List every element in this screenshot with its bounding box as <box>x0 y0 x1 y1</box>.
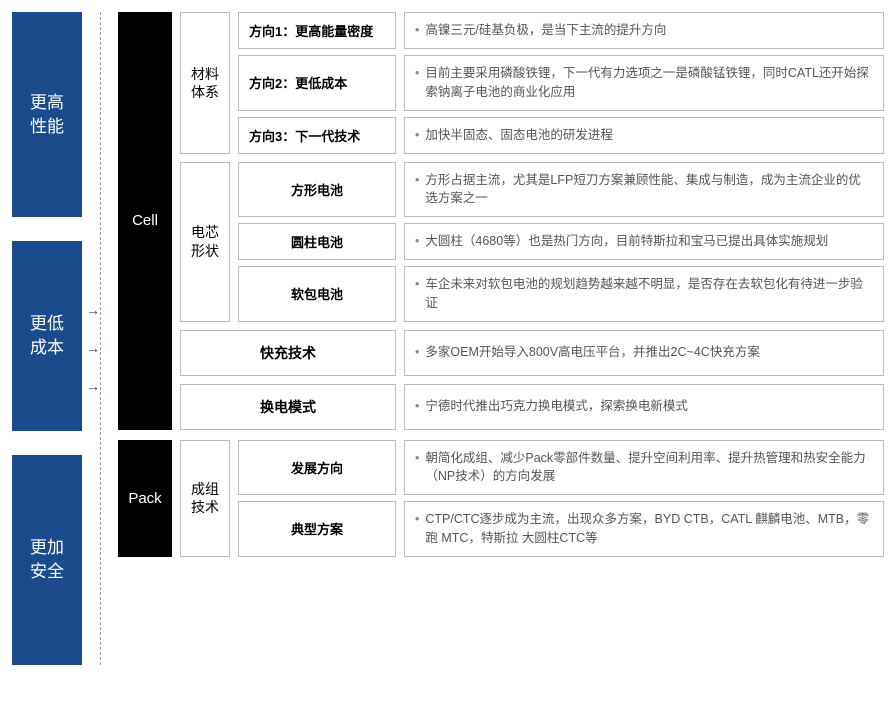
goal-text-line1: 更高 <box>30 91 64 115</box>
goal-text-line2: 性能 <box>30 115 64 139</box>
row-title: 换电模式 <box>180 384 396 430</box>
goal-higher-performance: 更高 性能 <box>12 12 82 217</box>
row-title: 方向2：更低成本 <box>238 55 396 111</box>
row: 方形电池 方形占据主流，尤其是LFP短刀方案兼顾性能、集成与制造，成为主流企业的… <box>238 162 884 218</box>
row-desc: 朝简化成组、减少Pack零部件数量、提升空间利用率、提升热管理和热安全能力（NP… <box>404 440 884 496</box>
group-body: 方向1：更高能量密度 高镍三元/硅基负极，是当下主流的提升方向 方向2：更低成本… <box>238 12 884 154</box>
row-desc: 方形占据主流，尤其是LFP短刀方案兼顾性能、集成与制造，成为主流企业的优选方案之… <box>404 162 884 218</box>
arrow-group: → → → <box>86 302 100 394</box>
row: 发展方向 朝简化成组、减少Pack零部件数量、提升空间利用率、提升热管理和热安全… <box>238 440 884 496</box>
row-desc: 大圆柱（4680等）也是热门方向，目前特斯拉和宝马已提出具体实施规划 <box>404 223 884 260</box>
row-title: 典型方案 <box>238 501 396 557</box>
section-pack: Pack 成组 技术 发展方向 朝简化成组、减少Pack零部件数量、提升空间利用… <box>118 440 884 557</box>
group-pack-tech: 成组 技术 发展方向 朝简化成组、减少Pack零部件数量、提升空间利用率、提升热… <box>180 440 884 557</box>
goal-text-line1: 更加 <box>30 536 64 560</box>
left-goals-column: 更高 性能 更低 成本 更加 安全 <box>12 12 82 665</box>
section-label-cell: Cell <box>118 12 172 430</box>
main-content-column: Cell 材料 体系 方向1：更高能量密度 高镍三元/硅基负极，是当下主流的提升… <box>118 12 884 665</box>
row: 方向2：更低成本 目前主要采用磷酸铁锂，下一代有力选项之一是磷酸锰铁锂，同时CA… <box>238 55 884 111</box>
section-label-pack: Pack <box>118 440 172 557</box>
arrow-right-icon: → <box>86 378 100 394</box>
row-desc: CTP/CTC逐步成为主流，出现众多方案，BYD CTB，CATL 麒麟电池、M… <box>404 501 884 557</box>
group-material-system: 材料 体系 方向1：更高能量密度 高镍三元/硅基负极，是当下主流的提升方向 方向… <box>180 12 884 154</box>
group-label: 成组 技术 <box>180 440 230 557</box>
section-body: 成组 技术 发展方向 朝简化成组、减少Pack零部件数量、提升空间利用率、提升热… <box>180 440 884 557</box>
row: 方向1：更高能量密度 高镍三元/硅基负极，是当下主流的提升方向 <box>238 12 884 49</box>
goal-more-safety: 更加 安全 <box>12 455 82 665</box>
group-label: 材料 体系 <box>180 12 230 154</box>
row-title: 发展方向 <box>238 440 396 496</box>
row: 方向3：下一代技术 加快半固态、固态电池的研发进程 <box>238 117 884 154</box>
goal-text-line1: 更低 <box>30 312 64 336</box>
dashed-divider <box>100 12 101 665</box>
goal-lower-cost: 更低 成本 <box>12 241 82 431</box>
battery-tech-diagram: 更高 性能 更低 成本 更加 安全 → → → Cell <box>12 12 884 665</box>
section-body: 材料 体系 方向1：更高能量密度 高镍三元/硅基负极，是当下主流的提升方向 方向… <box>180 12 884 430</box>
arrow-right-icon: → <box>86 302 100 318</box>
arrow-right-icon: → <box>86 340 100 356</box>
section-cell: Cell 材料 体系 方向1：更高能量密度 高镍三元/硅基负极，是当下主流的提升… <box>118 12 884 430</box>
row: 软包电池 车企未来对软包电池的规划趋势越来越不明显，是否存在去软包化有待进一步验… <box>238 266 884 322</box>
row-title: 快充技术 <box>180 330 396 376</box>
row: 典型方案 CTP/CTC逐步成为主流，出现众多方案，BYD CTB，CATL 麒… <box>238 501 884 557</box>
row-title: 方形电池 <box>238 162 396 218</box>
row-title: 方向1：更高能量密度 <box>238 12 396 49</box>
row-desc: 宁德时代推出巧克力换电模式，探索换电新模式 <box>404 384 884 430</box>
group-cell-shape: 电芯 形状 方形电池 方形占据主流，尤其是LFP短刀方案兼顾性能、集成与制造，成… <box>180 162 884 322</box>
goal-text-line2: 安全 <box>30 560 64 584</box>
goal-text-line2: 成本 <box>30 336 64 360</box>
row-title: 方向3：下一代技术 <box>238 117 396 154</box>
row-desc: 车企未来对软包电池的规划趋势越来越不明显，是否存在去软包化有待进一步验证 <box>404 266 884 322</box>
row-desc: 目前主要采用磷酸铁锂，下一代有力选项之一是磷酸锰铁锂，同时CATL还开始探索钠离… <box>404 55 884 111</box>
row-title: 软包电池 <box>238 266 396 322</box>
divider-column: → → → <box>82 12 118 665</box>
group-label: 电芯 形状 <box>180 162 230 322</box>
row-desc: 高镍三元/硅基负极，是当下主流的提升方向 <box>404 12 884 49</box>
group-body: 方形电池 方形占据主流，尤其是LFP短刀方案兼顾性能、集成与制造，成为主流企业的… <box>238 162 884 322</box>
row-fast-charge: 快充技术 多家OEM开始导入800V高电压平台，并推出2C~4C快充方案 <box>180 330 884 376</box>
row-desc: 多家OEM开始导入800V高电压平台，并推出2C~4C快充方案 <box>404 330 884 376</box>
row-title: 圆柱电池 <box>238 223 396 260</box>
row: 圆柱电池 大圆柱（4680等）也是热门方向，目前特斯拉和宝马已提出具体实施规划 <box>238 223 884 260</box>
group-body: 发展方向 朝简化成组、减少Pack零部件数量、提升空间利用率、提升热管理和热安全… <box>238 440 884 557</box>
row-desc: 加快半固态、固态电池的研发进程 <box>404 117 884 154</box>
row-battery-swap: 换电模式 宁德时代推出巧克力换电模式，探索换电新模式 <box>180 384 884 430</box>
